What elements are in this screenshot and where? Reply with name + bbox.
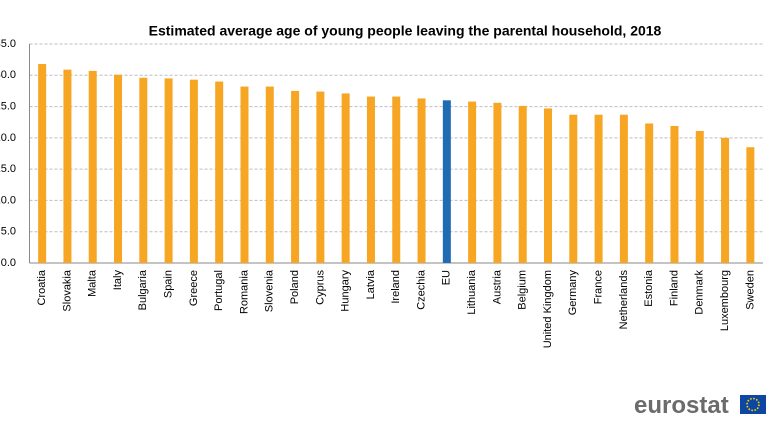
- bar: [645, 123, 654, 263]
- x-tick-label: Italy: [112, 270, 124, 291]
- bar: [114, 74, 123, 263]
- bar: [139, 77, 148, 263]
- bar: [442, 100, 451, 263]
- y-tick-label: 15.0: [0, 163, 16, 175]
- bar: [417, 98, 426, 264]
- bar: [164, 78, 173, 264]
- chart-title: Estimated average age of young people le…: [149, 23, 662, 39]
- x-tick-label: Luxembourg: [719, 270, 731, 331]
- x-tick-label: Netherlands: [618, 270, 630, 330]
- x-tick-label: Malta: [87, 269, 99, 297]
- bar: [746, 147, 755, 263]
- bar: [38, 64, 47, 263]
- y-tick-label: 35.0: [0, 38, 16, 50]
- x-tick-label: Czechia: [415, 269, 427, 310]
- bar: [316, 91, 325, 263]
- bar: [569, 114, 578, 263]
- x-tick-label: Slovakia: [61, 269, 73, 311]
- y-tick-label: 25.0: [0, 100, 16, 112]
- x-tick-label: Estonia: [643, 269, 655, 307]
- x-tick-label: Bulgaria: [137, 269, 149, 310]
- bar: [670, 125, 679, 264]
- x-tick-label: Hungary: [340, 270, 352, 312]
- x-tick-label: EU: [441, 270, 453, 285]
- x-tick-label: Romania: [238, 269, 250, 314]
- x-tick-label: Greece: [188, 270, 200, 306]
- x-tick-label: United Kingdom: [542, 270, 554, 348]
- x-tick-label: Poland: [289, 270, 301, 304]
- bar: [341, 93, 350, 263]
- y-tick-label: 30.0: [0, 69, 16, 81]
- bar: [721, 137, 730, 263]
- bar: [695, 130, 704, 263]
- x-tick-label: Sweden: [744, 270, 756, 310]
- x-tick-label: Belgium: [517, 270, 529, 310]
- bar: [291, 90, 300, 263]
- x-tick-label: Cyprus: [314, 270, 326, 305]
- bar: [594, 114, 603, 263]
- x-tick-label: Portugal: [213, 270, 225, 311]
- x-tick-label: Austria: [491, 269, 503, 304]
- bar: [544, 108, 553, 263]
- bar: [366, 96, 375, 263]
- x-tick-label: Germany: [567, 270, 579, 316]
- x-tick-label: Latvia: [365, 269, 377, 299]
- x-tick-label: Finland: [668, 270, 680, 306]
- y-tick-label: 5.0: [1, 226, 16, 238]
- x-tick-label: Lithuania: [466, 269, 478, 315]
- x-tick-label: France: [593, 270, 605, 304]
- y-tick-label: 10.0: [0, 194, 16, 206]
- x-tick-label: Denmark: [694, 270, 706, 315]
- x-tick-label: Spain: [163, 270, 175, 298]
- bar: [240, 86, 249, 263]
- x-tick-label: Ireland: [390, 270, 402, 304]
- x-tick-label: Croatia: [36, 269, 48, 305]
- logo-text: eurostat: [634, 392, 729, 419]
- bar: [63, 69, 72, 263]
- bar: [189, 79, 198, 263]
- eu-flag: [740, 395, 766, 414]
- x-tick-label: Slovenia: [264, 269, 276, 312]
- bar: [468, 101, 477, 264]
- y-tick-label: 20.0: [0, 132, 16, 144]
- y-tick-label: 0.0: [1, 257, 16, 269]
- bar: [215, 81, 224, 264]
- bar: [88, 70, 97, 263]
- bar: [265, 86, 274, 263]
- bar: [619, 114, 628, 263]
- bar: [518, 105, 527, 264]
- bar: [392, 96, 401, 263]
- bar: [493, 102, 502, 264]
